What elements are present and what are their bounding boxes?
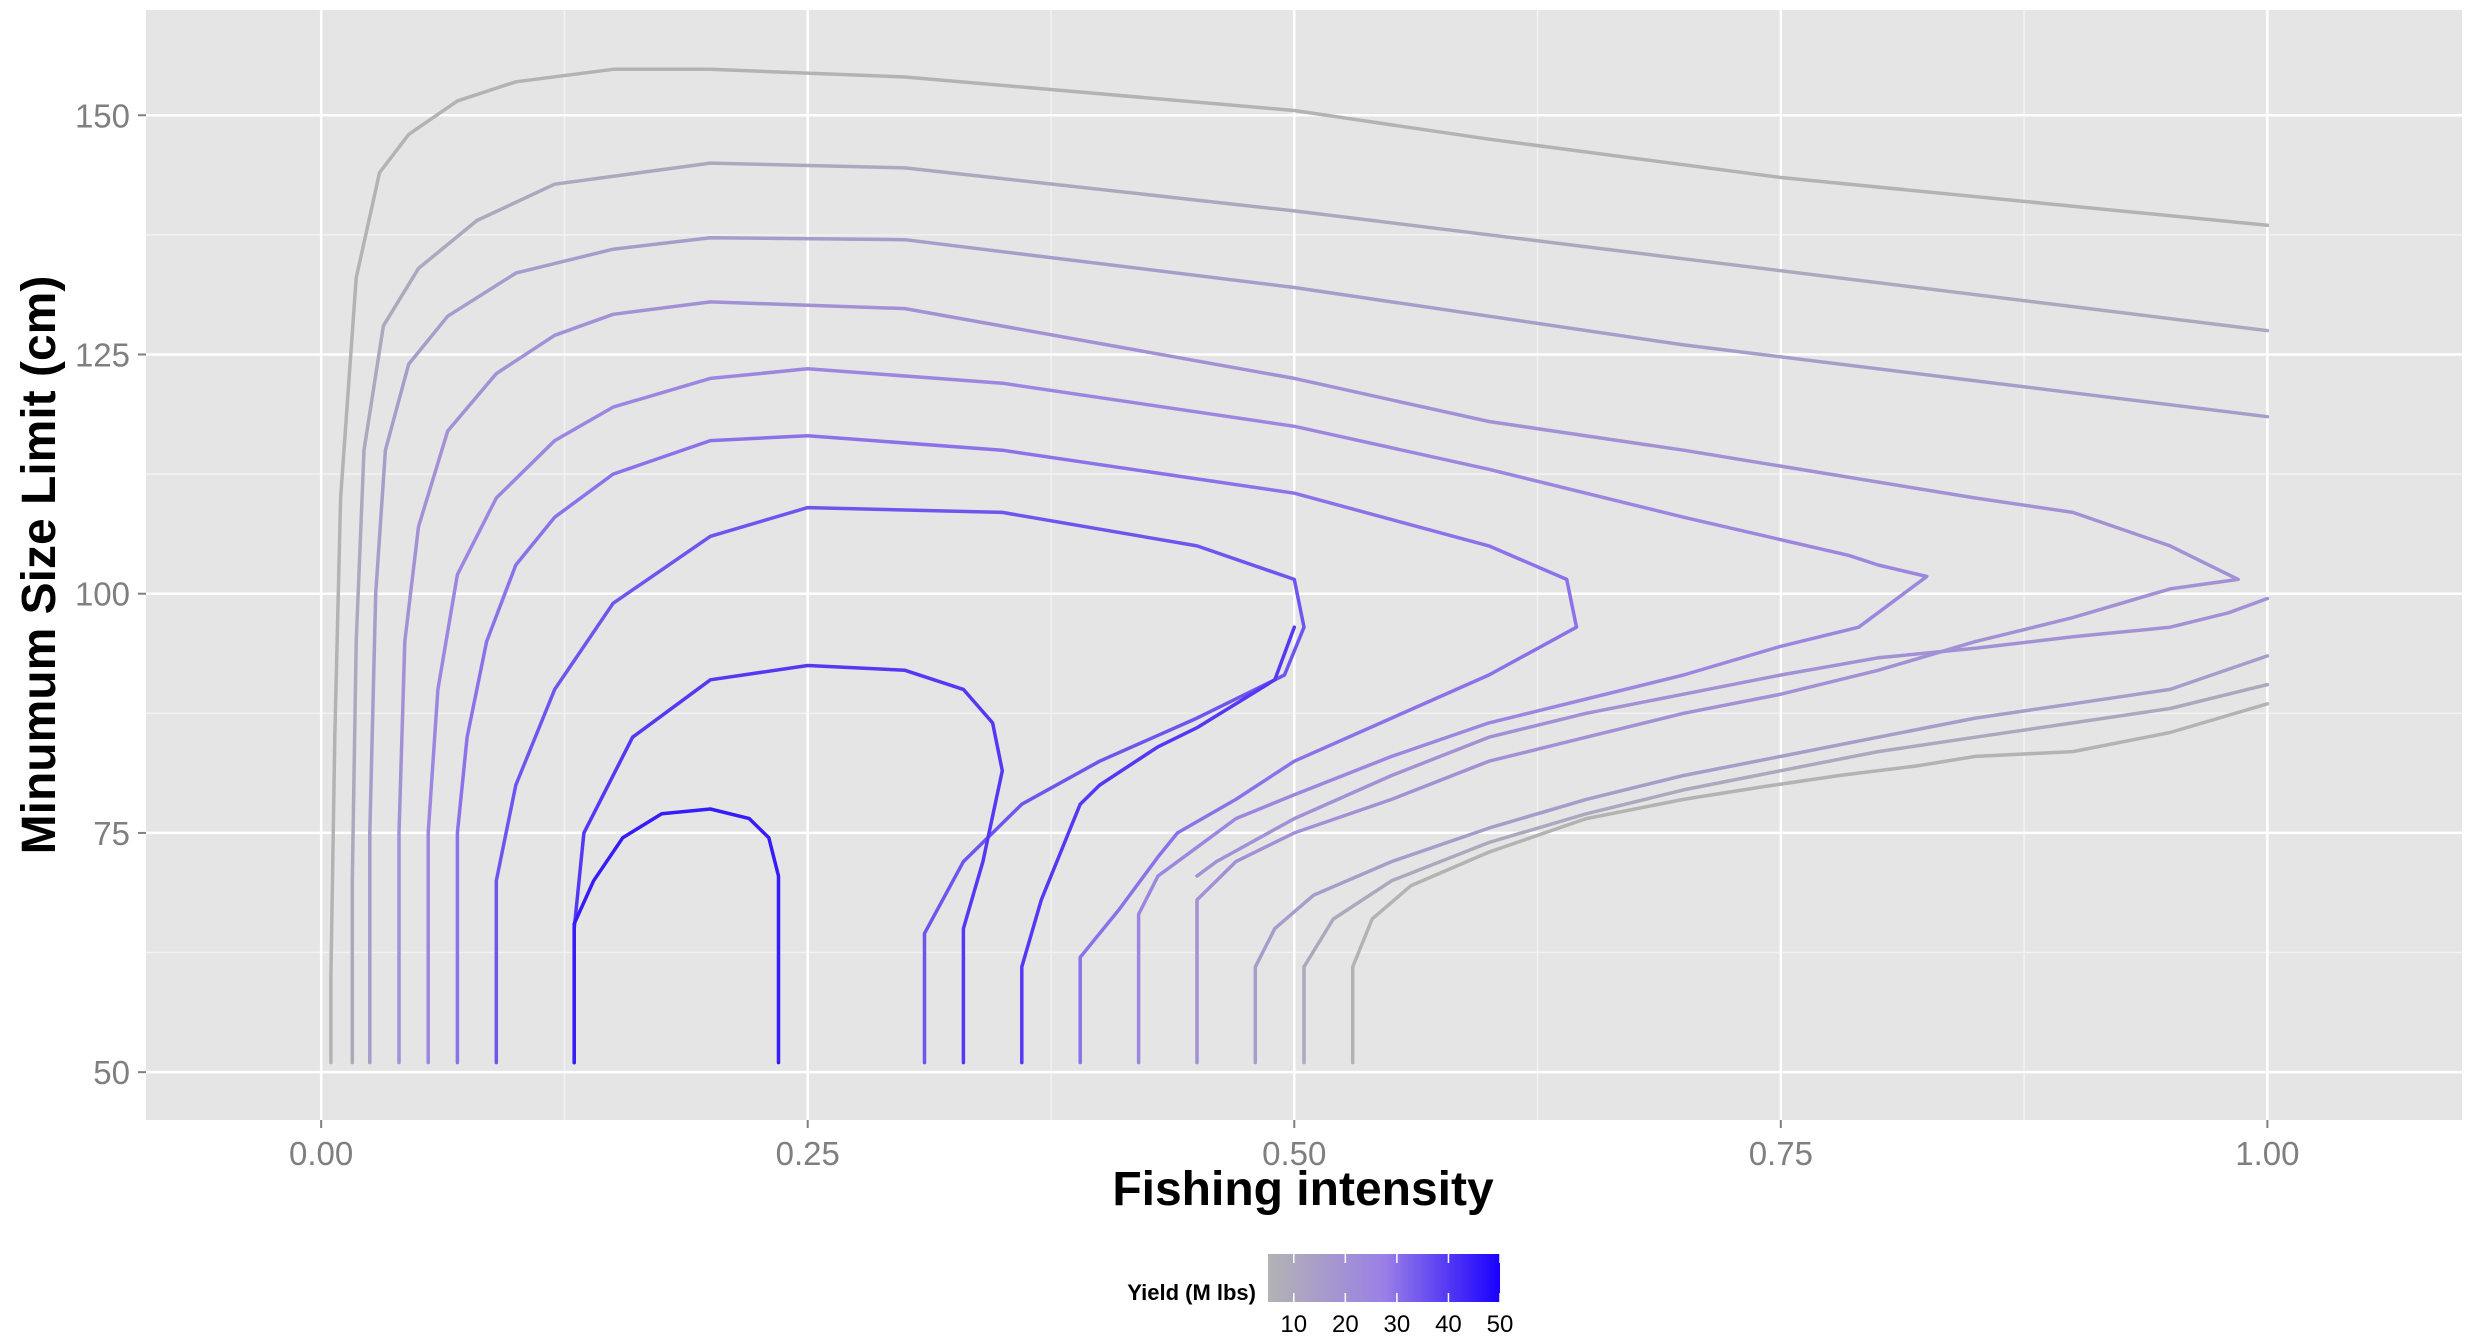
contour-line-20 — [1195, 596, 2270, 878]
y-axis: 50 75 100 125 150 — [75, 97, 146, 1091]
contour-line-5 — [329, 67, 2270, 1065]
y-tick-label: 75 — [93, 815, 130, 852]
contour-line-25 — [426, 367, 1929, 1065]
contour-line-20 — [397, 300, 2240, 1065]
contour-line-10 — [1302, 682, 2270, 1065]
y-tick-label: 125 — [75, 336, 130, 373]
x-axis-title: Fishing intensity — [1112, 1163, 1494, 1216]
legend-title: Yield (M lbs) — [1127, 1280, 1256, 1305]
x-axis: 0.00 0.25 0.50 0.75 1.00 — [289, 1120, 2299, 1172]
legend-colorbar — [1268, 1254, 1500, 1302]
legend-tick-label: 40 — [1435, 1311, 1462, 1334]
contour-line-5 — [1350, 702, 2270, 1065]
x-tick-label: 0.25 — [776, 1135, 840, 1172]
x-tick-label: 1.00 — [2235, 1135, 2299, 1172]
contour-line-40 — [572, 663, 1005, 1065]
y-axis-title: Minumum Size Limit (cm) — [13, 276, 66, 855]
y-tick-label: 100 — [75, 576, 130, 613]
contour-line-10 — [350, 161, 2270, 1065]
contour-line-15 — [1253, 654, 2270, 1065]
y-tick-label: 50 — [93, 1054, 130, 1091]
contour-line-35 — [494, 505, 1306, 1065]
contour-line-15 — [368, 235, 2270, 1065]
legend-tick-label: 50 — [1487, 1311, 1514, 1334]
legend: Yield (M lbs) 10 20 30 40 50 — [1127, 1254, 1514, 1338]
grid-major — [146, 10, 2462, 1120]
legend-tick-label: 20 — [1332, 1311, 1359, 1334]
plot-panel — [146, 10, 2462, 1120]
legend-tick-label: 10 — [1280, 1311, 1307, 1334]
contour-line-40 — [1020, 625, 1297, 1065]
x-tick-label: 0.50 — [1262, 1135, 1326, 1172]
contour-line-30 — [455, 434, 1579, 1065]
y-tick-label: 150 — [75, 97, 130, 134]
legend-tick-label: 30 — [1384, 1311, 1411, 1334]
x-tick-label: 0.75 — [1749, 1135, 1813, 1172]
contour-line-45 — [572, 807, 781, 1065]
grid-minor — [146, 10, 2462, 1120]
contour-lines — [329, 67, 2270, 1065]
x-tick-label: 0.00 — [289, 1135, 353, 1172]
